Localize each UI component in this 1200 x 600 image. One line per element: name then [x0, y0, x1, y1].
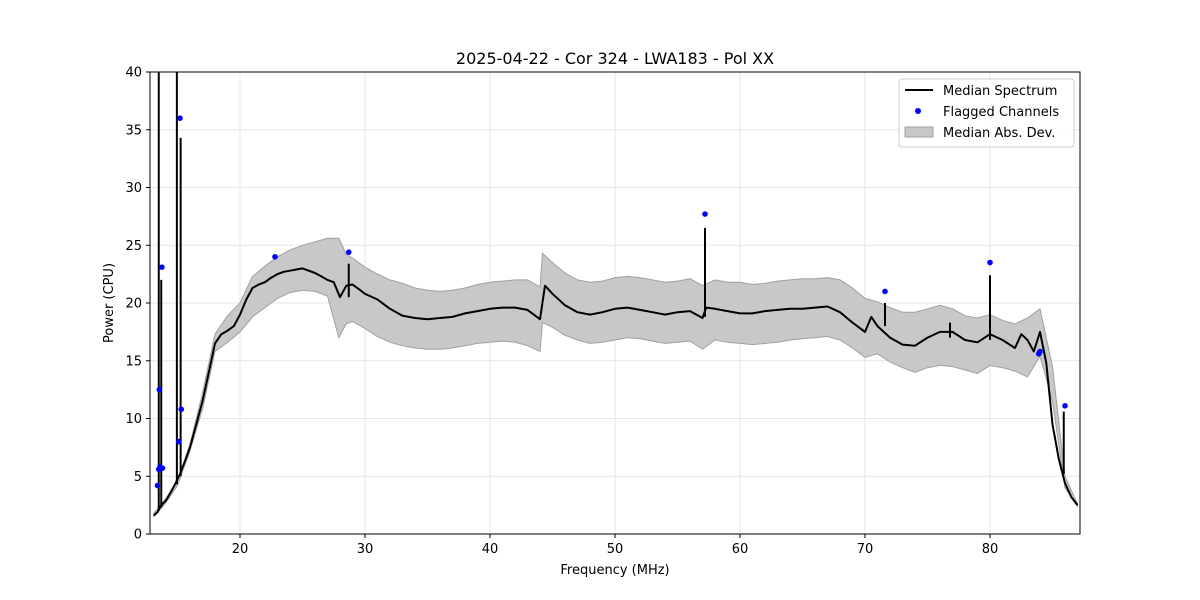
x-tick-label: 20 — [232, 542, 249, 557]
x-axis-label: Frequency (MHz) — [560, 563, 669, 578]
x-tick-label: 70 — [857, 542, 874, 557]
legend-flagged-label: Flagged Channels — [943, 105, 1059, 120]
legend-median-label: Median Spectrum — [943, 84, 1057, 99]
chart-title: 2025-04-22 - Cor 324 - LWA183 - Pol XX — [456, 49, 774, 68]
flagged-channel-point — [156, 386, 163, 393]
y-tick-label: 0 — [134, 528, 142, 543]
y-tick-label: 10 — [125, 412, 142, 427]
flagged-channel-point — [1062, 402, 1068, 409]
legend: Median Spectrum Flagged Channels Median … — [898, 78, 1075, 148]
x-tick-label: 50 — [607, 542, 624, 557]
y-tick-label: 5 — [134, 470, 142, 485]
y-tick-label: 35 — [125, 123, 142, 138]
flagged-channel-point — [987, 259, 993, 266]
x-tick-label: 40 — [482, 542, 499, 557]
legend-mad-fill-swatch — [904, 126, 934, 138]
plot-area — [153, 72, 1079, 519]
median-spectrum-line — [153, 267, 1079, 517]
legend-flagged-marker-swatch — [915, 108, 921, 114]
y-axis-ticks: 0 5 10 15 20 25 30 35 40 — [125, 66, 150, 543]
y-tick-label: 20 — [125, 297, 142, 312]
mad-band — [153, 237, 1078, 519]
flagged-channel-point — [159, 264, 165, 270]
flagged-channel-point — [154, 482, 161, 489]
flagged-channel-point — [159, 465, 166, 471]
y-tick-label: 25 — [125, 239, 142, 254]
flagged-channel-point — [882, 288, 888, 295]
x-tick-label: 60 — [732, 542, 749, 557]
y-tick-label: 40 — [125, 66, 142, 81]
flagged-channel-point — [1037, 348, 1043, 355]
flagged-channel-point — [702, 211, 708, 217]
flagged-channel-point — [272, 253, 278, 260]
x-axis-ticks: 20 30 40 50 60 70 80 — [232, 534, 999, 557]
flagged-channel-point — [178, 406, 185, 413]
x-tick-label: 30 — [357, 542, 374, 557]
y-tick-label: 30 — [125, 181, 142, 196]
x-tick-label: 80 — [982, 542, 999, 557]
flagged-channel-point — [175, 438, 182, 445]
legend-mad-label: Median Abs. Dev. — [943, 126, 1055, 141]
legend-box — [898, 78, 1075, 148]
flagged-channel-point — [345, 249, 352, 255]
flagged-channel-point — [177, 115, 183, 121]
y-tick-label: 15 — [125, 354, 142, 369]
y-axis-label: Power (CPU) — [102, 263, 117, 343]
